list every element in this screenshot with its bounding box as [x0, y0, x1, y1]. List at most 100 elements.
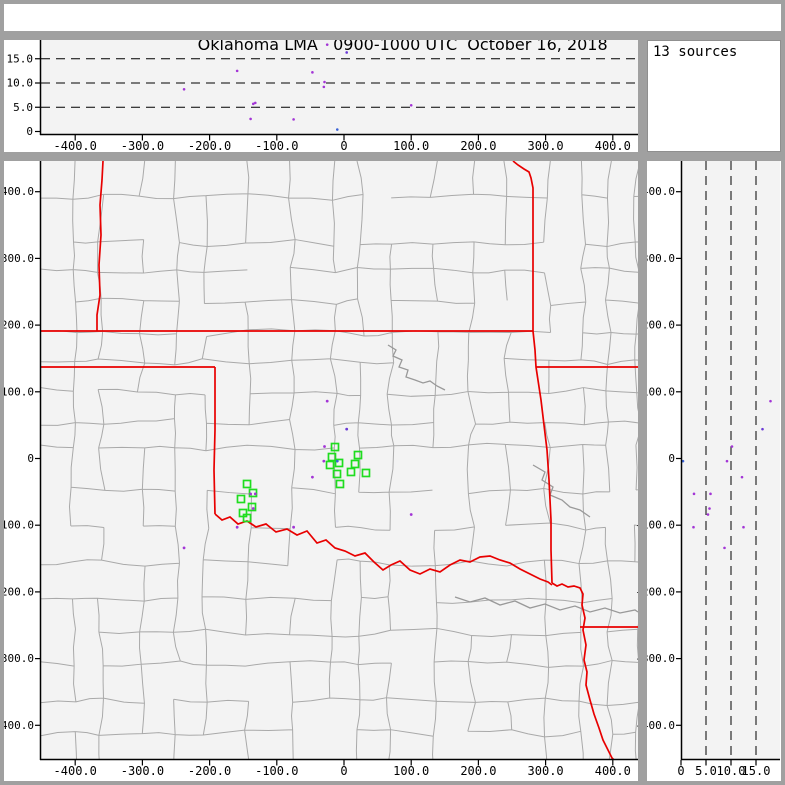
lma-station-marker [346, 467, 356, 477]
lightning-source-dot [409, 513, 413, 516]
lma-station-marker [242, 479, 252, 489]
sources-count-box: 13 sources [647, 40, 781, 152]
state-border-line [512, 161, 534, 331]
lightning-source-dot [709, 492, 712, 496]
lightning-source-dot [409, 104, 413, 107]
lightning-source-dot [292, 525, 295, 529]
lma-station-marker [353, 450, 363, 460]
axis-tick-label: -200.0 [188, 139, 231, 153]
river-line [387, 344, 446, 391]
lightning-source-dot [323, 445, 326, 448]
lightning-source-dot [761, 427, 764, 431]
lightning-source-dot [769, 399, 772, 403]
axis-tick-label: 300.0 [528, 139, 564, 153]
axis-tick-label: 0 [340, 764, 347, 778]
axis-tick-label: -100.0 [0, 519, 34, 532]
axis-tick-label: 300.0 [528, 764, 564, 778]
lightning-source-dot [723, 546, 726, 550]
lightning-source-dot [292, 118, 295, 121]
axis-tick-label: 0 [26, 125, 33, 138]
axis-tick-label: -400.0 [0, 719, 34, 732]
lma-station-marker [242, 513, 252, 523]
lightning-source-dot [182, 546, 186, 550]
axis-tick-label: 200.0 [1, 319, 34, 332]
axis-tick-label: -300.0 [0, 652, 34, 665]
lightning-source-dot [235, 69, 239, 73]
axis-tick-label: 400.0 [1, 185, 34, 198]
lightning-source-dot [311, 475, 314, 479]
lma-station-marker [335, 479, 345, 489]
lightning-source-dot [692, 525, 695, 529]
lightning-source-dot [325, 43, 329, 46]
lma-station-marker [332, 469, 342, 479]
axis-tick-label: 400.0 [642, 185, 675, 198]
axis-tick-label: 10.0 [717, 764, 746, 778]
lightning-source-dot [706, 513, 710, 516]
lma-station-marker [361, 468, 371, 478]
lma-station-marker [327, 452, 337, 462]
lightning-source-dot [708, 507, 711, 510]
lightning-source-dot [325, 399, 329, 403]
lightning-source-dot [311, 71, 314, 74]
axis-tick-label: -200.0 [0, 585, 34, 598]
lightning-source-dot [182, 88, 186, 91]
axis-tick-label: 15.0 [7, 52, 34, 65]
divider-middle [4, 152, 781, 161]
lightning-source-dot [249, 117, 252, 121]
divider-top [4, 31, 781, 40]
axis-tick-label: 10.0 [7, 77, 34, 90]
axis-tick-label: 0 [668, 452, 675, 465]
lightning-source-dot [251, 102, 255, 106]
axis-tick-label: 400.0 [595, 764, 631, 778]
axis-tick-label: -300.0 [121, 139, 164, 153]
alt-ns-plot-area[interactable] [681, 161, 780, 760]
lightning-source-dot [235, 525, 239, 529]
axis-tick-label: 200.0 [460, 139, 496, 153]
sources-count-label: 13 sources [653, 44, 738, 60]
county-boundaries [40, 161, 638, 760]
axis-tick-label: 200.0 [642, 319, 675, 332]
state-border-line [532, 330, 553, 584]
lightning-source-dot [335, 128, 339, 131]
axis-tick-label: 0 [27, 452, 34, 465]
lightning-source-dot [251, 507, 255, 510]
state-border-line [551, 582, 615, 760]
lma-station-marker [334, 458, 344, 468]
river-line [454, 596, 638, 614]
state-border-line [96, 161, 104, 331]
alt-ew-plot-area[interactable] [40, 40, 638, 135]
axis-tick-label: 0 [340, 139, 347, 153]
axis-tick-label: 100.0 [642, 385, 675, 398]
lightning-source-dot [681, 459, 685, 463]
axis-tick-label: 100.0 [1, 385, 34, 398]
lightning-source-dot [730, 445, 734, 448]
axis-tick-label: -400.0 [54, 764, 97, 778]
title-bar: Oklahoma LMA 0900-1000 UTC October 16, 2… [4, 4, 781, 54]
lightning-source-dot [253, 492, 257, 496]
state-border-line [214, 513, 553, 586]
axis-tick-label: 5.0 [13, 101, 33, 114]
lightning-source-dot [335, 459, 339, 463]
axis-tick-label: 300.0 [1, 252, 34, 265]
axis-tick-label: 100.0 [393, 764, 429, 778]
state-border-line [213, 367, 216, 515]
lightning-source-dot [322, 459, 326, 463]
lma-station-marker [350, 459, 360, 469]
lma-station-marker [325, 460, 335, 470]
plan-map-plot-area[interactable] [40, 161, 638, 760]
lma-station-marker [247, 502, 257, 512]
axis-tick-label: -400.0 [54, 139, 97, 153]
axis-tick-label: 300.0 [642, 252, 675, 265]
lightning-source-dot [742, 525, 745, 529]
axis-tick-label: -300.0 [121, 764, 164, 778]
axis-tick-label: -100.0 [255, 764, 298, 778]
axis-tick-label: 0 [677, 764, 684, 778]
divider-vertical [638, 31, 647, 781]
axis-tick-label: 400.0 [595, 139, 631, 153]
axis-tick-label: 100.0 [393, 139, 429, 153]
lma-station-marker [330, 442, 340, 452]
lightning-source-dot [740, 475, 744, 479]
lightning-source-dot [345, 51, 348, 54]
axis-tick-label: -100.0 [255, 139, 298, 153]
